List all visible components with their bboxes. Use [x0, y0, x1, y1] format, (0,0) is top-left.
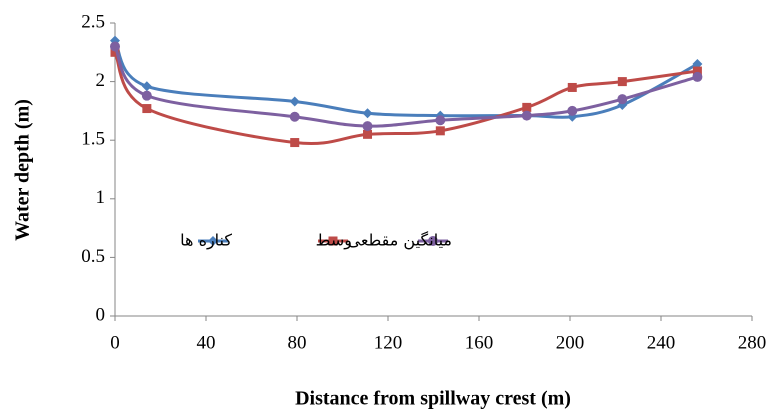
legend-label: کناره ها [180, 231, 232, 251]
x-tick-label: 80 [288, 332, 307, 353]
marker [289, 111, 300, 122]
series-line [113, 45, 698, 128]
marker [362, 108, 373, 119]
marker [692, 66, 702, 76]
marker [617, 94, 628, 105]
y-tick-label: 2.5 [81, 11, 105, 32]
marker [142, 104, 152, 114]
series-line [113, 51, 698, 145]
marker [692, 59, 703, 70]
x-tick-label: 240 [647, 332, 676, 353]
marker [521, 110, 532, 121]
legend-label: وسط [316, 231, 352, 251]
x-tick-label: 160 [465, 332, 494, 353]
marker [363, 129, 373, 139]
marker [617, 77, 627, 87]
marker [141, 90, 152, 101]
x-tick-label: 0 [110, 332, 120, 353]
marker [362, 121, 373, 132]
y-tick-label: 2 [96, 70, 106, 91]
marker [110, 47, 120, 57]
y-tick-label: 1.5 [81, 129, 105, 150]
series-line [113, 39, 699, 119]
x-tick-label: 200 [556, 332, 585, 353]
y-tick-label: 0 [96, 304, 106, 325]
marker [435, 126, 445, 136]
y-tick-label: 0.5 [81, 246, 105, 267]
marker [522, 102, 532, 112]
marker [435, 115, 446, 126]
marker [289, 96, 300, 107]
marker [328, 236, 338, 246]
marker [692, 71, 703, 82]
marker [428, 236, 438, 246]
marker [567, 105, 578, 116]
marker [141, 81, 152, 92]
y-tick-label: 1 [96, 187, 106, 208]
x-tick-label: 280 [738, 332, 767, 353]
y-axis-title: Water depth (m) [12, 99, 34, 241]
marker [208, 236, 218, 246]
legend-label: میانگین مقطعی [348, 231, 453, 251]
x-tick-label: 40 [197, 332, 216, 353]
x-axis-title: Distance from spillway crest (m) [295, 388, 571, 410]
marker [290, 138, 300, 148]
marker [110, 41, 120, 52]
marker [567, 82, 577, 92]
x-tick-label: 120 [374, 332, 403, 353]
